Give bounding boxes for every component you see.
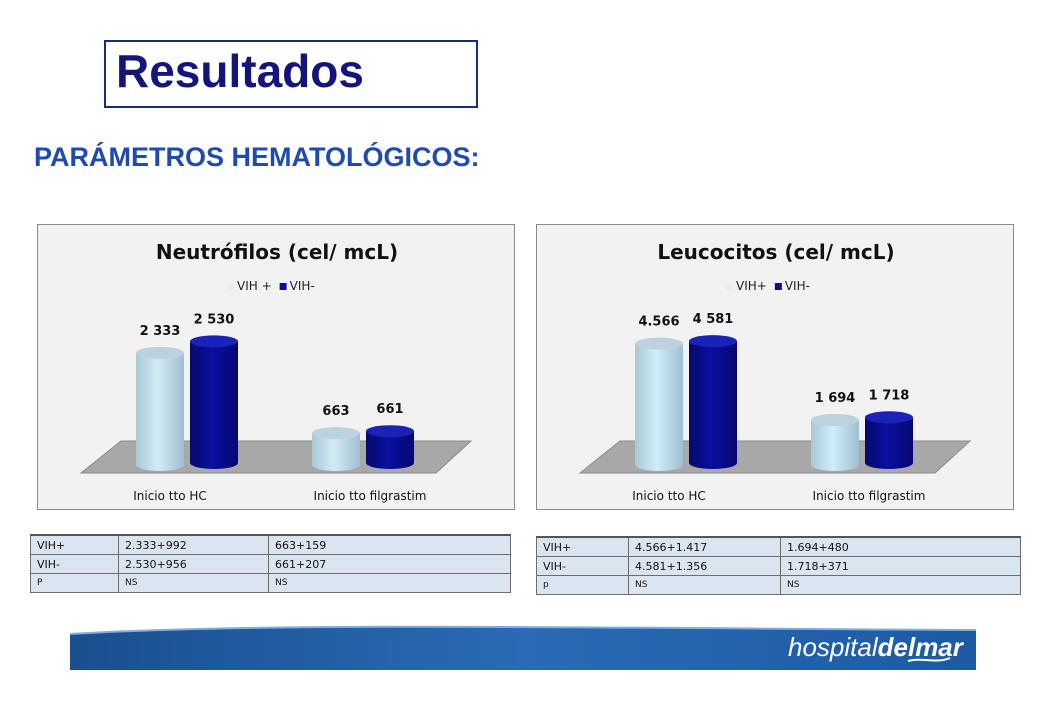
table-cell: 661+207: [268, 554, 511, 574]
data-label: 4.566: [638, 315, 679, 330]
table-cell: VIH-: [30, 554, 119, 574]
data-label: 4 581: [693, 312, 734, 327]
title-box: Resultados: [104, 40, 478, 108]
chart-title: Neutrófilos (cel/ mcL): [156, 240, 398, 264]
logo-wave: [907, 657, 951, 662]
bar: [811, 413, 859, 471]
category-label: Inicio tto HC: [133, 489, 207, 503]
data-label: 661: [376, 402, 403, 417]
table-cell: 4.566+1.417: [628, 536, 781, 557]
table-cell: VIH+: [536, 536, 629, 557]
chart-svg: Leucocitos (cel/ mcL) VIH+ VIH- 4.566 4 581 I…: [578, 240, 972, 503]
category-label: Inicio tto filgrastim: [314, 489, 427, 503]
data-label: 1 694: [815, 391, 856, 406]
table-cell: VIH-: [536, 556, 629, 576]
table-cell: 663+159: [268, 534, 511, 555]
banner-shape: [70, 626, 976, 670]
table-row: VIH- 4.581+1.356 1.718+371: [536, 556, 1021, 576]
data-label: 2 333: [140, 324, 181, 339]
chart-leucocitos: Leucocitos (cel/ mcL) VIH+ VIH- 4.566 4 581 I…: [536, 224, 1014, 510]
table-cell: 2.530+956: [118, 554, 269, 574]
table-neutrofilos: VIH+ 2.333+992 663+159 VIH- 2.530+956 661+207…: [30, 534, 511, 593]
bar: [865, 411, 913, 469]
category-label: Inicio tto filgrastim: [813, 489, 926, 503]
legend-label: VIH +: [237, 279, 272, 293]
table-row: VIH+ 2.333+992 663+159: [30, 534, 511, 555]
table-row: P NS NS: [30, 573, 511, 593]
table-cell: 1.694+480: [780, 536, 1021, 557]
table-row: p NS NS: [536, 575, 1021, 595]
slide-title: Resultados: [116, 45, 364, 97]
table-cell: 2.333+992: [118, 534, 269, 555]
bar: [190, 335, 238, 469]
table-cell: p: [536, 575, 629, 595]
bar: [312, 427, 360, 471]
data-label: 2 530: [194, 312, 235, 327]
banner-highlight: [70, 625, 976, 635]
table-cell: 4.581+1.356: [628, 556, 781, 576]
legend-swatch: [726, 283, 733, 290]
bar: [635, 337, 683, 471]
legend-label: VIH+: [736, 279, 767, 293]
table-cell: P: [30, 573, 119, 593]
legend-label: VIH-: [290, 279, 315, 293]
bar: [689, 335, 737, 469]
chart-neutrofilos: Neutrófilos (cel/ mcL) VIH + VIH- 2 333 2 53…: [37, 224, 515, 510]
data-label: 1 718: [869, 388, 910, 403]
chart-svg: Neutrófilos (cel/ mcL) VIH + VIH- 2 333 2 53…: [79, 240, 473, 503]
svg-text:hospitaldelmar: hospitaldelmar: [788, 632, 965, 662]
bar: [136, 346, 184, 471]
table-row: VIH- 2.530+956 661+207: [30, 554, 511, 574]
table-cell: 1.718+371: [780, 556, 1021, 576]
data-label: 663: [322, 404, 349, 419]
table-cell: NS: [628, 575, 781, 595]
table-cell: NS: [268, 573, 511, 593]
chart-title: Leucocitos (cel/ mcL): [657, 240, 894, 264]
legend-swatch: [774, 283, 782, 290]
legend-swatch: [279, 283, 287, 290]
legend-swatch: [227, 283, 234, 290]
footer-banner: hospitaldelmar: [70, 625, 976, 670]
logo-bold: delmar: [878, 632, 965, 662]
table-leucocitos: VIH+ 4.566+1.417 1.694+480 VIH- 4.581+1.356 1…: [536, 536, 1021, 595]
bar: [366, 425, 414, 469]
table-cell: NS: [118, 573, 269, 593]
category-label: Inicio tto HC: [632, 489, 706, 503]
table-cell: NS: [780, 575, 1021, 595]
legend-label: VIH-: [785, 279, 810, 293]
slide-subtitle: PARÁMETROS HEMATOLÓGICOS:: [34, 142, 480, 172]
logo-regular: hospital: [788, 632, 879, 662]
table-row: VIH+ 4.566+1.417 1.694+480: [536, 536, 1021, 557]
table-cell: VIH+: [30, 534, 119, 555]
